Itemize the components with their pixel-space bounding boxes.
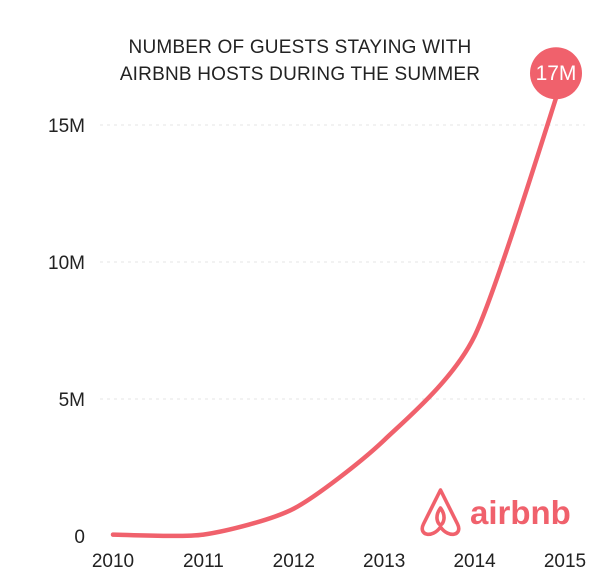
airbnb-logo-text: airbnb [470,494,571,531]
data-point [111,532,115,537]
x-tick-label: 2013 [363,551,405,572]
x-tick-label: 2014 [453,551,496,572]
y-tick-label: 10M [48,253,85,274]
chart-title: NUMBER OF GUESTS STAYING WITH AIRBNB HOS… [120,37,480,85]
chart-title-line-2: AIRBNB HOSTS DURING THE SUMMER [120,64,480,85]
data-point [472,333,477,338]
x-tick-label: 2011 [183,551,224,572]
data-point [291,506,296,511]
annotation-badge-label: 17M [536,62,577,85]
y-tick-label: 5M [59,390,85,411]
grid-lines [100,124,585,400]
chart-title-line-1: NUMBER OF GUESTS STAYING WITH [129,37,472,58]
annotation-badge: 17M [530,47,582,100]
x-tick-label: 2015 [544,551,586,572]
x-tick-label: 2010 [92,551,134,572]
airbnb-logo: airbnb [420,488,571,537]
annotation-badge-circle [530,47,582,100]
y-tick-label: 15M [48,116,85,137]
y-axis-ticks: 0 5M 10M 15M [48,116,85,548]
series-line [110,67,568,539]
airbnb-belo-icon [420,488,461,537]
data-point [201,532,206,537]
x-axis-ticks: 2010 2011 2012 2013 2014 2015 [92,551,586,572]
x-tick-label: 2012 [273,551,315,572]
data-point [382,438,387,443]
y-tick-label: 0 [74,527,85,548]
series-layer [110,67,568,539]
